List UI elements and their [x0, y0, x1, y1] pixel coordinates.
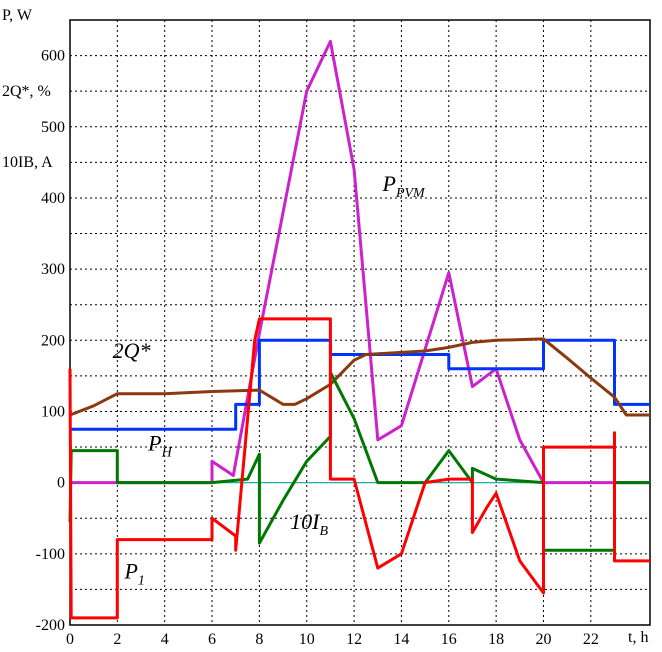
x-axis-label: t, h — [628, 629, 648, 646]
x-tick-label: 0 — [66, 631, 74, 648]
x-tick-label: 14 — [393, 631, 409, 648]
series-line-p-1 — [68, 317, 650, 620]
x-tick-label: 12 — [346, 631, 362, 648]
x-tick-label: 6 — [208, 631, 216, 648]
y-tick-label: 200 — [41, 332, 65, 349]
plot-frame — [69, 19, 651, 626]
x-tick-label: 20 — [535, 631, 551, 648]
y-tick-label: -200 — [36, 617, 65, 634]
x-tick-label: 4 — [161, 631, 169, 648]
series-annotation: PPVM — [381, 171, 426, 201]
tick-labels: 0 2 4 6 8 10 12 14 16 18 20 22 -200 -100 0 100 200 300 400… — [36, 48, 599, 648]
y-tick-label: 0 — [57, 475, 65, 492]
series-line-2q- — [69, 337, 650, 417]
x-tick-label: 8 — [255, 631, 263, 648]
x-tick-label: 10 — [299, 631, 315, 648]
x-tick-label: 2 — [113, 631, 121, 648]
y-tick-label: 600 — [41, 48, 65, 65]
series-annotation: 2Q* — [113, 338, 151, 363]
y-axis-label-charge: 2Q*, % — [2, 83, 51, 100]
series-annotation: 10IB — [290, 509, 328, 539]
y-tick-label: -100 — [36, 546, 65, 563]
x-tick-label: 16 — [441, 631, 457, 648]
y-axis-label-current: 10IB, A — [2, 154, 53, 171]
series-annotation: PH — [147, 431, 172, 461]
y-tick-label: 300 — [41, 261, 65, 278]
series-line-p-pvm — [70, 39, 650, 485]
y-tick-label: 500 — [41, 119, 65, 136]
grid — [70, 19, 650, 625]
y-tick-label: 100 — [41, 403, 65, 420]
x-tick-label: 22 — [583, 631, 599, 648]
series-line-10i-b — [68, 370, 650, 552]
series-annotation: P1 — [123, 559, 144, 589]
x-tick-label: 18 — [488, 631, 504, 648]
y-tick-label: 400 — [41, 190, 65, 207]
series-layer — [68, 39, 650, 620]
y-axis-label-power: P, W — [2, 7, 33, 24]
